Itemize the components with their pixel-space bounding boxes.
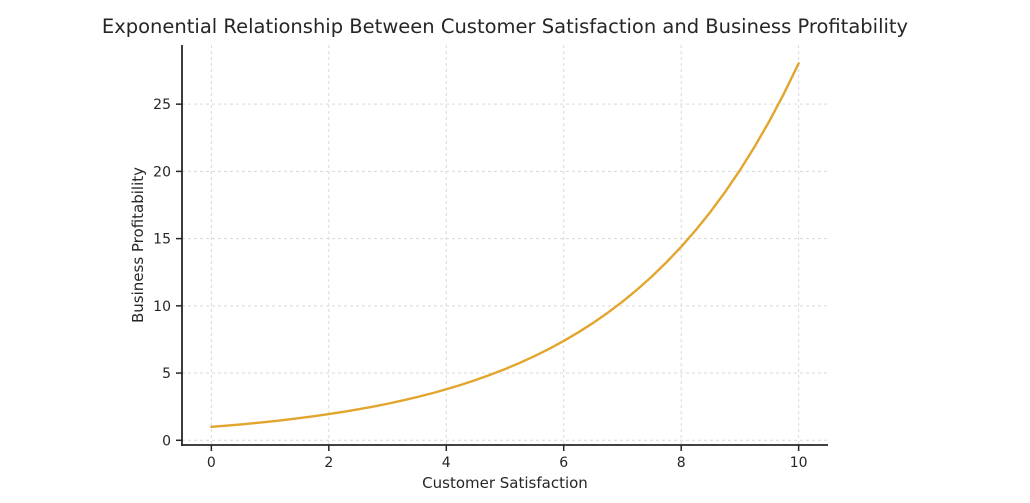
chart-title: Exponential Relationship Between Custome… [101,15,909,38]
x-tick-label: 2 [324,455,333,471]
y-tick-label: 25 [153,97,171,113]
x-tick-label: 10 [790,455,808,471]
series-line [210,62,800,429]
x-tick-label: 0 [207,455,216,471]
y-tick-label: 0 [162,433,171,449]
y-axis-label: Business Profitability [129,166,147,324]
x-axis-label: Customer Satisfaction [422,474,588,492]
y-tick-label: 10 [153,299,171,315]
x-tick-label: 4 [442,455,451,471]
y-tick-label: 15 [153,232,171,248]
y-tick-label: 20 [153,164,171,180]
x-tick-label: 6 [559,455,568,471]
x-tick-label: 8 [677,455,686,471]
y-tick-label: 5 [162,366,171,382]
